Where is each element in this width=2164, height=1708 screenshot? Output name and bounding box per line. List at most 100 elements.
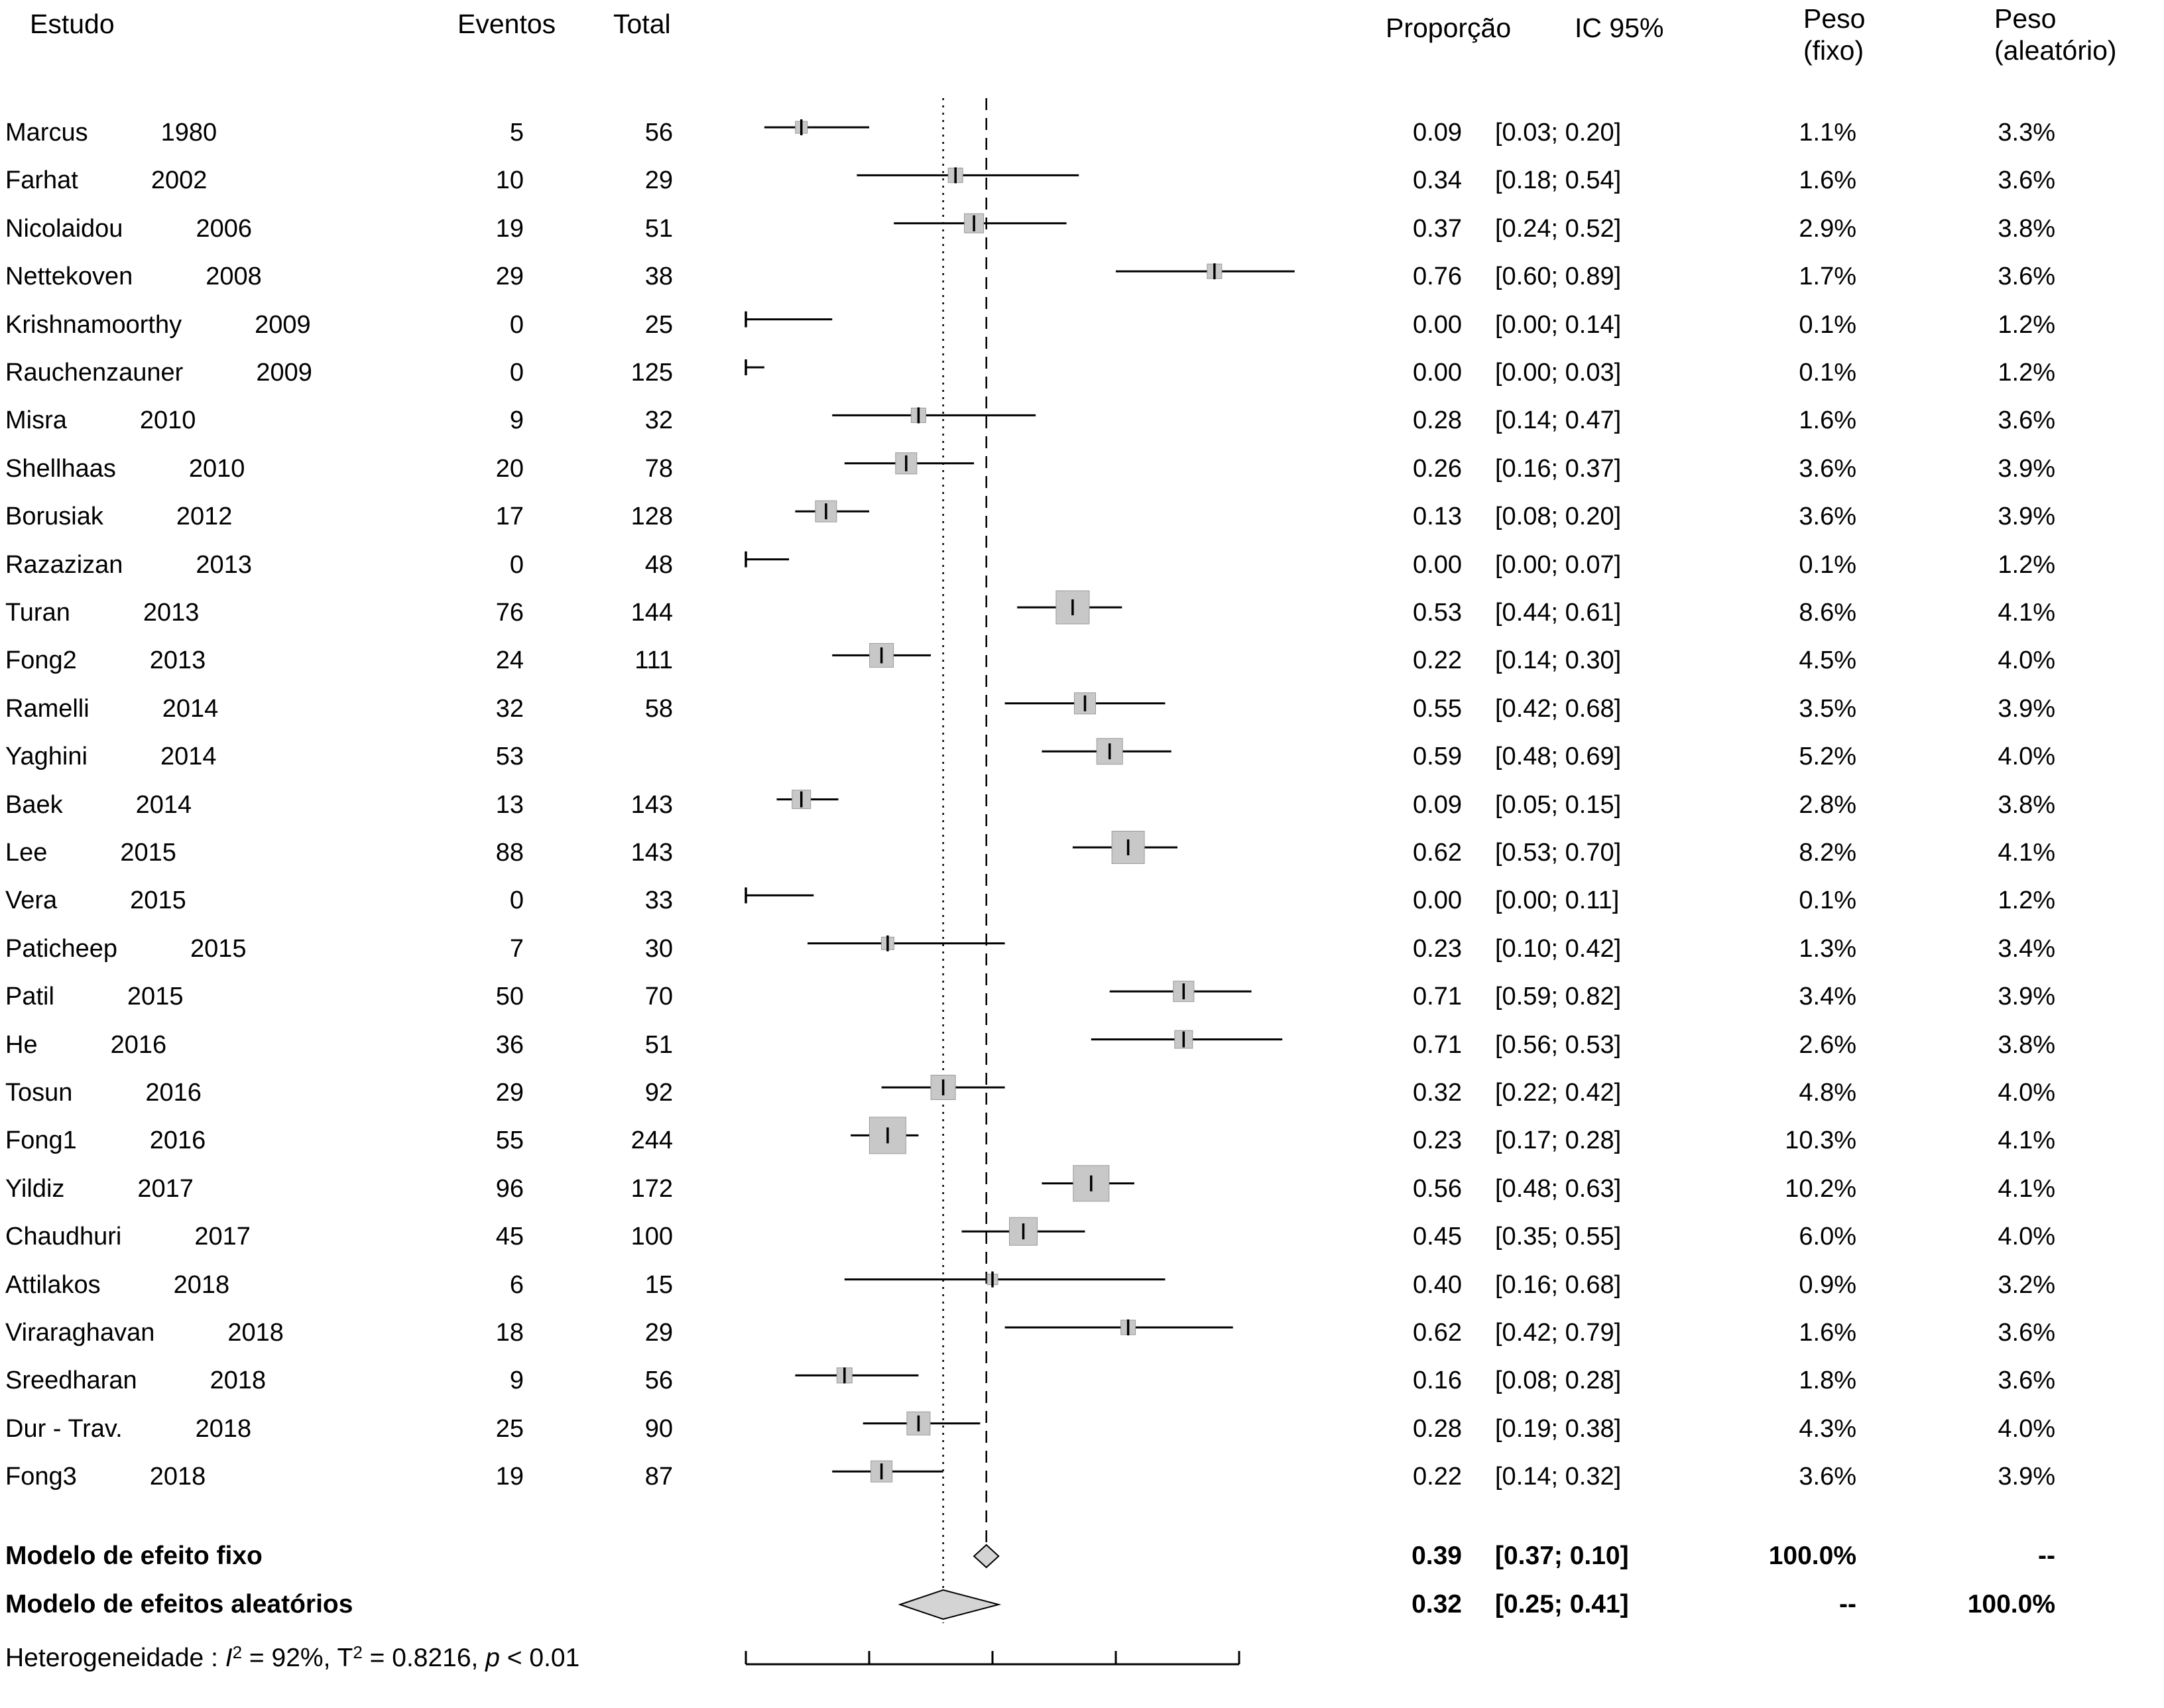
study-name: Yildiz [5, 1174, 65, 1203]
col-header-peso-fixo: Peso (fixo) [1803, 3, 1865, 66]
study-total: 38 [644, 263, 673, 291]
study-name: Nicolaidou [5, 214, 123, 243]
study-events: 20 [495, 454, 524, 483]
study-weight-random: 3.4% [1998, 934, 2055, 963]
col-header-proporcao: Proporção [1386, 13, 1512, 43]
study-weight-random: 3.9% [1998, 454, 2055, 483]
study-weight-random: 3.9% [1998, 503, 2055, 531]
study-total: 56 [644, 119, 673, 147]
study-weight-random: 4.0% [1998, 1414, 2055, 1443]
study-total: 87 [644, 1463, 673, 1491]
study-year: 2015 [127, 983, 184, 1011]
study-total: 125 [631, 359, 673, 387]
study-proportion: 0.32 [1413, 1079, 1462, 1107]
study-proportion: 0.59 [1413, 743, 1462, 771]
study-name-cell: Fong3 2018 [5, 1453, 206, 1500]
study-row: Baek 2014 13 143 0.09 [0.05; 0.15] 2.8% 3… [0, 781, 2164, 829]
heterogeneity-segment: = 0.8216, [362, 1644, 486, 1672]
study-name: Tosun [5, 1079, 73, 1107]
study-name: Paticheep [5, 934, 118, 963]
study-name: Patil [5, 983, 54, 1011]
study-year: 2006 [196, 214, 252, 243]
study-weight-random: 4.1% [1998, 839, 2055, 867]
study-weight-random: 3.9% [1998, 1463, 2055, 1491]
study-weight-random: 3.6% [1998, 1367, 2055, 1395]
study-total: 144 [631, 599, 673, 627]
study-events: 7 [509, 934, 524, 963]
study-name-cell: Chaudhuri 2017 [5, 1213, 251, 1260]
study-total: 29 [644, 1319, 673, 1347]
fixed-effect-label: Modelo de efeito fixo [5, 1542, 263, 1570]
fixed-effect-weight-random: -- [2038, 1542, 2055, 1570]
study-year: 2016 [110, 1030, 167, 1059]
study-ci: [0.14; 0.47] [1495, 406, 1622, 435]
study-year: 2017 [194, 1223, 251, 1251]
study-year: 2017 [137, 1174, 194, 1203]
random-effects-row: Modelo de efeitos aleatórios 0.32 [0.25;… [0, 1581, 2164, 1628]
study-proportion: 0.00 [1413, 310, 1462, 339]
study-ci: [0.16; 0.37] [1495, 454, 1622, 483]
study-name: Baek [5, 790, 63, 819]
study-ci: [0.59; 0.82] [1495, 983, 1622, 1011]
study-year: 2013 [143, 599, 200, 627]
study-ci: [0.60; 0.89] [1495, 263, 1622, 291]
study-weight-random: 3.8% [1998, 214, 2055, 243]
study-row: Chaudhuri 2017 45 100 0.45 [0.35; 0.55] 6… [0, 1213, 2164, 1260]
study-weight-random: 1.2% [1998, 359, 2055, 387]
study-name-cell: Nettekoven 2008 [5, 253, 262, 300]
study-events: 24 [495, 646, 524, 675]
study-name-cell: Nicolaidou 2006 [5, 205, 252, 253]
study-events: 29 [495, 1079, 524, 1107]
study-events: 32 [495, 694, 524, 723]
study-name: Rauchenzauner [5, 359, 184, 387]
study-name: Borusiak [5, 503, 103, 531]
peso-aleatorio-line2: (aleatório) [1994, 35, 2117, 66]
study-proportion: 0.62 [1413, 839, 1462, 867]
study-name-cell: Baek 2014 [5, 781, 192, 829]
study-row: Fong3 2018 19 87 0.22 [0.14; 0.32] 3.6% 3… [0, 1453, 2164, 1500]
study-proportion: 0.45 [1413, 1223, 1462, 1251]
study-ci: [0.35; 0.55] [1495, 1223, 1622, 1251]
study-proportion: 0.53 [1413, 599, 1462, 627]
study-weight-fixed: 1.6% [1799, 166, 1856, 195]
study-name-cell: Ramelli 2014 [5, 685, 218, 733]
study-proportion: 0.23 [1413, 1127, 1462, 1155]
study-year: 2014 [162, 694, 219, 723]
study-name-cell: Borusiak 2012 [5, 493, 232, 540]
study-total: 128 [631, 503, 673, 531]
study-weight-random: 1.2% [1998, 550, 2055, 579]
study-weight-fixed: 2.6% [1799, 1030, 1856, 1059]
study-weight-random: 3.9% [1998, 694, 2055, 723]
study-name: Vera [5, 886, 58, 915]
study-ci: [0.00; 0.07] [1495, 550, 1622, 579]
random-effects-ci: [0.25; 0.41] [1495, 1590, 1629, 1618]
study-events: 18 [495, 1319, 524, 1347]
study-events: 76 [495, 599, 524, 627]
study-proportion: 0.26 [1413, 454, 1462, 483]
study-ci: [0.00; 0.11] [1495, 886, 1620, 915]
study-weight-fixed: 4.3% [1799, 1414, 1856, 1443]
study-name-cell: Patil 2015 [5, 973, 183, 1020]
fixed-effect-ci: [0.37; 0.10] [1495, 1542, 1629, 1570]
study-name: Fong3 [5, 1463, 77, 1491]
study-year: 2015 [120, 839, 176, 867]
study-row: Razazizan 2013 0 48 0.00 [0.00; 0.07] 0.1… [0, 541, 2164, 589]
study-events: 88 [495, 839, 524, 867]
study-year: 2009 [255, 310, 311, 339]
study-weight-fixed: 6.0% [1799, 1223, 1856, 1251]
study-year: 2013 [149, 646, 206, 675]
study-events: 0 [509, 359, 524, 387]
study-name: Chaudhuri [5, 1223, 122, 1251]
study-events: 0 [509, 310, 524, 339]
study-total: 48 [644, 550, 673, 579]
study-total: 143 [631, 839, 673, 867]
heterogeneity-note: Heterogeneidade : I2 = 92%, T2 = 0.8216,… [5, 1628, 579, 1676]
study-events: 9 [509, 1367, 524, 1395]
study-ci: [0.05; 0.15] [1495, 790, 1622, 819]
study-name: Turan [5, 599, 70, 627]
study-row: Vera 2015 0 33 0.00 [0.00; 0.11] 0.1% 1.2… [0, 877, 2164, 924]
study-weight-fixed: 3.6% [1799, 454, 1856, 483]
study-row: Nicolaidou 2006 19 51 0.37 [0.24; 0.52] 2… [0, 205, 2164, 253]
fixed-effect-proportion: 0.39 [1412, 1542, 1462, 1570]
